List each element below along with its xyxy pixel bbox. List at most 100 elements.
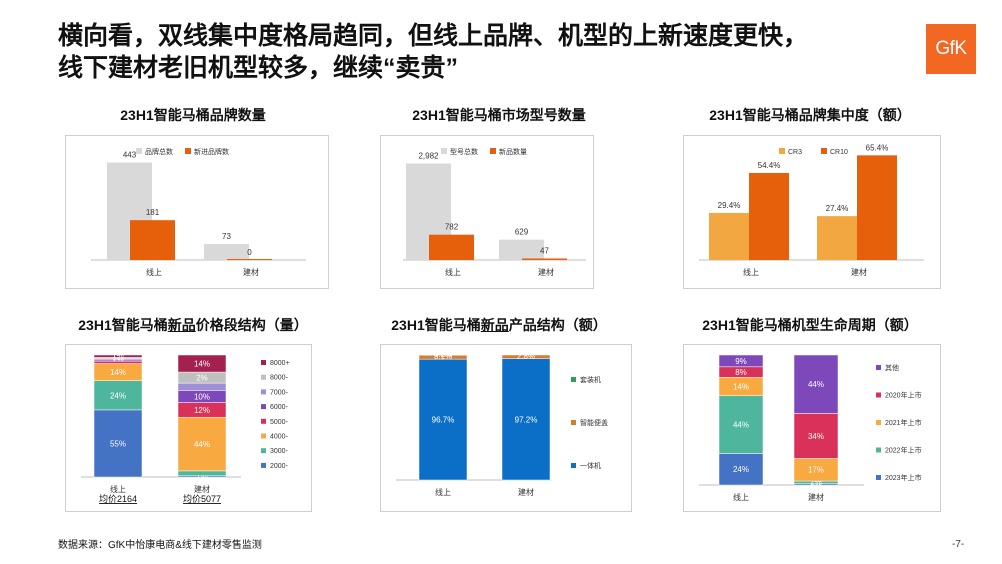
legend-label: 8000+ bbox=[270, 360, 290, 367]
data-label: 54.4% bbox=[758, 161, 781, 170]
legend-swatch bbox=[261, 462, 266, 468]
chart-panel-product-structure: 线上 96.7% 3.1% 0.2% 建材 97.2% 2.8% 套装机 智能便盖 一体机 bbox=[380, 344, 632, 512]
data-label: 14% bbox=[110, 368, 126, 377]
legend-swatch bbox=[261, 404, 266, 410]
legend-label: 7000- bbox=[270, 389, 289, 396]
page-number: -7- bbox=[952, 539, 965, 550]
x-tick-label: 建材 bbox=[538, 267, 554, 277]
bar bbox=[857, 155, 897, 260]
data-label: 24% bbox=[733, 465, 749, 474]
chart-title-product-structure-post: 产品结构（额） bbox=[508, 317, 607, 333]
stack-segment bbox=[93, 380, 143, 411]
headline-line-2: 线下建材老旧机型较多，继续“卖贵” bbox=[58, 54, 459, 82]
chart-panel-price-segment: 线上55%24%14%1%1%1%建材1%44%12%10%2%14%8000+… bbox=[65, 344, 312, 512]
bar bbox=[749, 172, 789, 260]
bar bbox=[130, 220, 175, 260]
x-tick-label: 建材 bbox=[808, 492, 824, 502]
legend-swatch bbox=[441, 148, 447, 154]
x-tick-label: 建材 bbox=[851, 267, 867, 277]
x-tick-label: 线上 bbox=[445, 267, 461, 277]
bar bbox=[204, 243, 249, 260]
stack-segment bbox=[93, 354, 143, 358]
legend-swatch bbox=[136, 148, 142, 154]
legend-swatch bbox=[876, 392, 881, 398]
chart-title-price-segment: 23H1智能马桶新品价格段结构（量） bbox=[62, 315, 324, 335]
legend-swatch bbox=[571, 377, 576, 382]
stack-segment bbox=[177, 470, 227, 477]
bar bbox=[499, 239, 544, 260]
data-label: 9% bbox=[735, 357, 747, 366]
legend-label: 5000- bbox=[270, 419, 289, 426]
data-label: 2,982 bbox=[418, 152, 439, 161]
chart-panel-model-count: 型号总数 新品数量 线上 2,982 782 建材 629 47 bbox=[380, 135, 594, 289]
chart-title-brand-count: 23H1智能马桶品牌数量 bbox=[120, 107, 266, 123]
legend-label: 2000- bbox=[270, 463, 289, 470]
data-label: 2.8% bbox=[517, 352, 535, 361]
legend-swatch bbox=[261, 448, 266, 454]
legend-label: 其他 bbox=[885, 363, 899, 372]
legend-label: 新进品牌数 bbox=[194, 147, 229, 156]
x-tick-label: 线上 bbox=[146, 267, 162, 277]
data-label: 181 bbox=[146, 208, 160, 217]
data-label: 14% bbox=[733, 383, 749, 392]
data-label: 443 bbox=[123, 151, 137, 160]
data-label: 96.7% bbox=[432, 416, 455, 425]
legend-swatch bbox=[261, 360, 266, 365]
chart-title-lifecycle: 23H1智能马桶机型生命周期（额） bbox=[702, 317, 918, 333]
legend-swatch bbox=[261, 389, 266, 395]
headline-line-1: 横向看，双线集中度格局趋同，但线上品牌、机型的上新速度更快， bbox=[58, 22, 809, 50]
legend-swatch bbox=[571, 420, 576, 425]
legend-label: CR3 bbox=[788, 149, 802, 156]
headline: 横向看，双线集中度格局趋同，但线上品牌、机型的上新速度更快， 线下建材老旧机型较… bbox=[58, 20, 918, 84]
stack-segment bbox=[501, 354, 551, 359]
stack-segment bbox=[718, 395, 764, 454]
chart-panel-concentration: CR3 CR10 线上 29.4% 54.4% 建材 27.4% 65.4% bbox=[683, 135, 941, 289]
stack-segment bbox=[718, 453, 764, 486]
legend-swatch bbox=[779, 148, 785, 154]
legend-swatch bbox=[876, 365, 881, 370]
chart-lifecycle: 线上24%44%14%8%9%建材2%2%17%34%44%其他2020年上市2… bbox=[699, 354, 922, 502]
legend-label: 2020年上市 bbox=[885, 391, 922, 400]
chart-title-price-segment-pre: 23H1智能马桶 bbox=[78, 317, 168, 333]
x-tick-label: 线上 bbox=[435, 487, 451, 497]
stack-segment bbox=[793, 354, 839, 414]
chart-panel-brand-count: 品牌总数 新进品牌数 线上 443 181 建材 73 0 bbox=[65, 135, 329, 289]
legend-swatch bbox=[261, 374, 266, 380]
data-label: 24% bbox=[110, 391, 126, 400]
data-label: 29.4% bbox=[718, 201, 741, 210]
legend-label: 6000- bbox=[270, 404, 289, 411]
data-label: 14% bbox=[194, 360, 210, 369]
legend-swatch bbox=[185, 148, 191, 154]
data-label: 782 bbox=[445, 223, 459, 232]
data-source-note: 数据来源：GfK中怡康电商&线下建材零售监测 bbox=[58, 540, 262, 551]
chart-title-price-segment-underlined: 新品 bbox=[167, 317, 196, 333]
legend-label: 一体机 bbox=[580, 461, 601, 470]
legend-label: 2022年上市 bbox=[885, 446, 922, 455]
data-label: 12% bbox=[194, 406, 210, 415]
legend-label: 型号总数 bbox=[450, 147, 478, 156]
chart-title-product-structure-pre: 23H1智能马桶 bbox=[391, 317, 481, 333]
legend-swatch bbox=[490, 148, 496, 154]
data-label: 65.4% bbox=[866, 143, 889, 152]
stack-segment bbox=[718, 354, 764, 368]
data-label: 44% bbox=[808, 380, 824, 389]
chart-title-concentration: 23H1智能马桶品牌集中度（额） bbox=[709, 107, 911, 123]
data-label: 27.4% bbox=[826, 204, 849, 213]
data-label: 55% bbox=[110, 439, 126, 448]
data-label: 0 bbox=[247, 248, 252, 257]
bar bbox=[522, 258, 567, 260]
stack-segment bbox=[501, 358, 551, 481]
legend-label: 智能便盖 bbox=[580, 418, 608, 427]
legend-label: 3000- bbox=[270, 448, 289, 455]
legend-label: 新品数量 bbox=[499, 147, 527, 156]
data-label: 0.2% bbox=[434, 350, 452, 359]
x-tick-label: 建材 bbox=[194, 484, 210, 494]
legend-swatch bbox=[261, 433, 266, 439]
bar-zero bbox=[227, 259, 272, 260]
data-label: 73 bbox=[222, 232, 231, 241]
legend-swatch bbox=[876, 447, 881, 453]
data-label: 97.2% bbox=[515, 415, 538, 424]
gfk-logo: GfK bbox=[926, 24, 976, 74]
stack-segment bbox=[177, 354, 227, 373]
chart-title-product-structure-underlined: 新品 bbox=[480, 317, 509, 333]
